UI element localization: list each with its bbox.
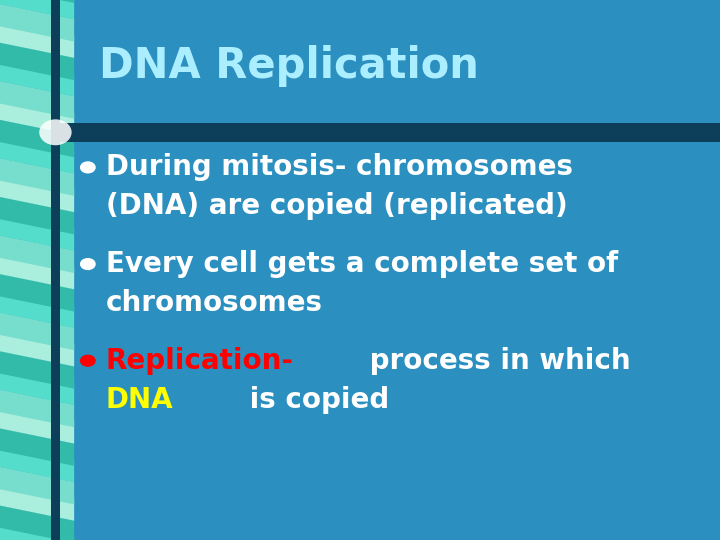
Polygon shape (0, 235, 74, 273)
Text: Every cell gets a complete set of: Every cell gets a complete set of (106, 250, 618, 278)
Polygon shape (0, 197, 74, 234)
Polygon shape (0, 136, 74, 173)
Polygon shape (0, 119, 74, 157)
Polygon shape (0, 367, 74, 405)
Polygon shape (0, 483, 74, 521)
FancyBboxPatch shape (51, 0, 60, 540)
Polygon shape (0, 174, 74, 212)
Text: Replication-: Replication- (106, 347, 294, 375)
Text: chromosomes: chromosomes (106, 289, 323, 317)
Text: (DNA) are copied (replicated): (DNA) are copied (replicated) (106, 192, 567, 220)
Polygon shape (0, 81, 74, 119)
Polygon shape (0, 351, 74, 389)
Text: DNA Replication: DNA Replication (99, 45, 479, 87)
Polygon shape (0, 4, 74, 42)
Polygon shape (0, 290, 74, 328)
Polygon shape (0, 467, 74, 504)
Polygon shape (0, 444, 74, 482)
Polygon shape (0, 522, 74, 540)
FancyBboxPatch shape (51, 0, 60, 540)
Text: is copied: is copied (240, 386, 389, 414)
Polygon shape (0, 0, 74, 19)
Polygon shape (0, 43, 74, 80)
Polygon shape (0, 213, 74, 251)
Circle shape (81, 355, 95, 366)
Ellipse shape (39, 119, 72, 145)
FancyBboxPatch shape (51, 123, 720, 142)
Polygon shape (0, 389, 74, 427)
Polygon shape (0, 428, 74, 466)
Polygon shape (0, 158, 74, 196)
Polygon shape (0, 97, 74, 135)
Polygon shape (0, 313, 74, 350)
Polygon shape (0, 406, 74, 443)
Polygon shape (0, 505, 74, 540)
Polygon shape (0, 252, 74, 289)
Polygon shape (0, 274, 74, 312)
Polygon shape (0, 59, 74, 97)
Text: process in which: process in which (360, 347, 631, 375)
Polygon shape (0, 0, 74, 3)
Text: During mitosis- chromosomes: During mitosis- chromosomes (106, 153, 573, 181)
Polygon shape (0, 329, 74, 367)
Circle shape (81, 162, 95, 173)
Circle shape (81, 259, 95, 269)
Polygon shape (0, 20, 74, 58)
Text: DNA: DNA (106, 386, 174, 414)
